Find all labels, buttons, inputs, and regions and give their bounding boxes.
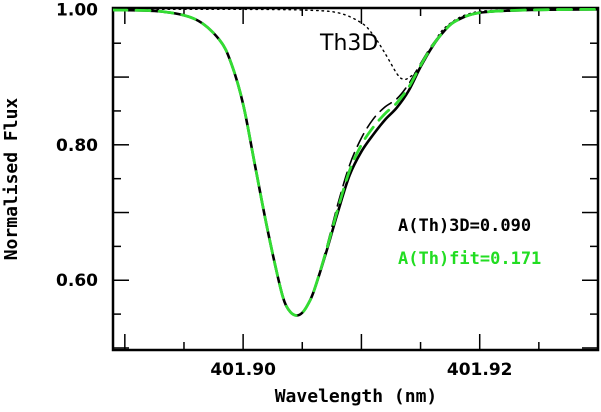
tick-labels: 401.90 401.92 0.60 0.80 1.00 — [56, 0, 512, 380]
x-tick-label: 401.90 — [210, 360, 276, 380]
series-layer — [113, 8, 598, 317]
ath-fit-label: A(Th)fit=0.171 — [398, 249, 541, 269]
y-tick-label: 0.60 — [56, 271, 98, 291]
y-tick-label: 1.00 — [56, 0, 98, 20]
th3d-label: Th3D — [319, 31, 378, 56]
y-tick-label: 0.80 — [56, 136, 98, 156]
x-tick-label: 401.92 — [447, 360, 513, 380]
ath-3d-label: A(Th)3D=0.090 — [398, 216, 531, 236]
x-axis-title: Wavelength (nm) — [275, 386, 438, 407]
fit-green-dashed-line — [113, 8, 598, 317]
axis-ticks — [113, 8, 599, 350]
plot-frame — [111, 6, 600, 352]
y-axis-title: Normalised Flux — [1, 98, 22, 261]
